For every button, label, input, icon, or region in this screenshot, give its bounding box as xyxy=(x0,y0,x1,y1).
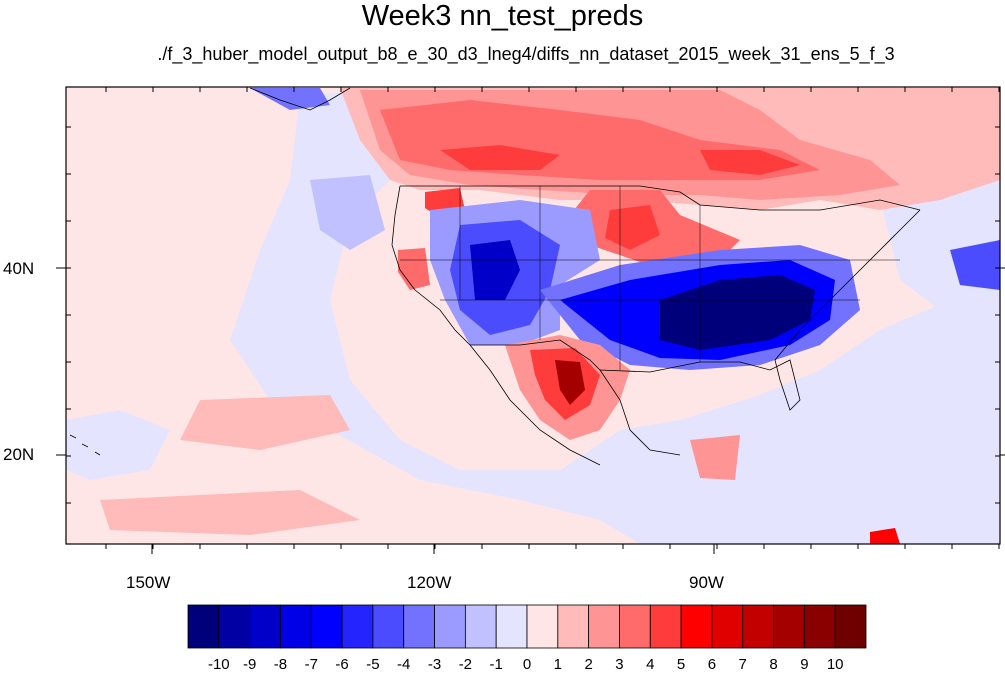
map-subtitle: ./f_3_huber_model_output_b8_e_30_d3_lneg… xyxy=(157,44,895,64)
caribbean-strong-spot xyxy=(870,528,900,544)
hawaii-light-blue xyxy=(66,410,170,480)
colorbar-label: -7 xyxy=(304,656,318,673)
colorbar-label: 3 xyxy=(615,656,624,673)
colorbar-swatch xyxy=(495,604,528,649)
colorbar-swatch xyxy=(711,604,744,649)
plains-warm-core xyxy=(605,205,660,250)
lon-label-150w: 150W xyxy=(126,573,171,592)
colorbar-swatch xyxy=(187,604,220,649)
colorbar-swatch xyxy=(310,604,343,649)
us-border-north xyxy=(400,185,921,211)
lat-label-40n: 40N xyxy=(3,259,35,278)
colorbar-label: 0 xyxy=(522,656,532,673)
colorbar-swatch xyxy=(372,604,405,649)
colorbar-swatch xyxy=(680,604,713,649)
colorbar-swatch xyxy=(649,604,682,649)
colorbar-swatch xyxy=(742,604,774,649)
mexico-west-coast xyxy=(469,344,601,466)
pacific-warm-patch-1 xyxy=(180,395,350,450)
colorbar-label: 10 xyxy=(826,656,844,673)
colorbar-label: 7 xyxy=(738,656,747,673)
colorbar-label: 4 xyxy=(646,656,655,673)
alaska-coast xyxy=(249,87,351,111)
anomaly-map xyxy=(56,86,1005,554)
colorbar-label: 1 xyxy=(553,656,562,673)
colorbar-swatch xyxy=(341,604,374,649)
colorbar-swatch xyxy=(218,604,251,649)
map-title: Week3 nn_test_preds xyxy=(361,0,644,32)
east-cool-core xyxy=(660,275,815,350)
west-cool-core xyxy=(470,240,520,300)
colorbar-label: 8 xyxy=(769,656,778,673)
colorbar-label: -2 xyxy=(458,656,473,673)
colorbar-swatch xyxy=(834,604,867,649)
mexico-warm-core xyxy=(555,360,585,405)
colorbar-label: -6 xyxy=(335,656,349,673)
alaska-cool-patch xyxy=(250,88,330,110)
colorbar-swatch xyxy=(619,604,651,649)
colorbar-swatch xyxy=(588,604,620,649)
colorbar-label: -5 xyxy=(366,656,380,673)
colorbar-swatch xyxy=(773,604,805,649)
us-mexico-border xyxy=(470,339,601,371)
lon-label-90w: 90W xyxy=(689,573,724,592)
colorbar-label: -8 xyxy=(273,656,288,673)
colorbar-swatch xyxy=(557,604,590,649)
california-warm-spot xyxy=(398,248,430,290)
pacific-warm-patch-2 xyxy=(100,490,360,535)
colorbar-label: -1 xyxy=(489,656,503,673)
colorbar-swatch xyxy=(526,604,559,649)
west-coast xyxy=(391,185,471,346)
canada-warm-core-2 xyxy=(700,150,800,175)
colorbar-swatch xyxy=(464,604,497,649)
anomaly-fields xyxy=(66,88,1000,544)
map-ticks xyxy=(56,87,1005,554)
coastlines xyxy=(69,87,921,466)
colorbar-swatch xyxy=(403,604,435,649)
colorbar-label: -3 xyxy=(427,656,442,673)
colorbar-label: -4 xyxy=(397,656,411,673)
colorbar-label: -10 xyxy=(207,656,230,673)
colorbar-label: 6 xyxy=(707,656,717,673)
pacific-light-blue-field xyxy=(230,90,1000,544)
hawaii-islands xyxy=(69,434,101,456)
canada-warm-core-1 xyxy=(440,145,560,170)
colorbar-label: 2 xyxy=(584,656,593,673)
colorbar-swatch xyxy=(280,604,312,649)
atlantic-cool-patch xyxy=(950,240,1000,290)
colorbar-swatch xyxy=(803,604,836,649)
pacific-cool-patch xyxy=(310,175,385,250)
lon-label-120w: 120W xyxy=(407,573,452,592)
caribbean-warm-patch xyxy=(690,435,740,480)
colorbar-label: -9 xyxy=(242,656,257,673)
lat-label-20n: 20N xyxy=(3,445,35,464)
colorbar-label: 5 xyxy=(676,656,686,673)
colorbar-label: 9 xyxy=(800,656,809,673)
colorbar-swatch xyxy=(434,604,466,649)
mexico-east-coast xyxy=(599,369,681,456)
colorbar-swatch xyxy=(249,604,281,649)
